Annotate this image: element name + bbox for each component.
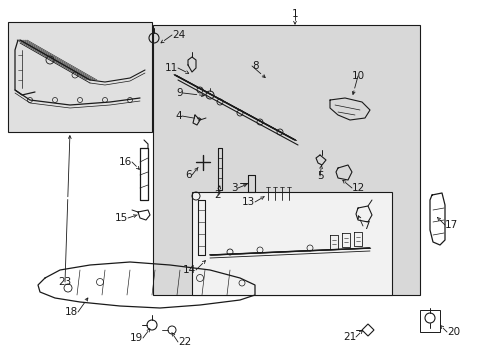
Text: 20: 20	[446, 327, 459, 337]
Text: 23: 23	[58, 277, 71, 287]
Text: 16: 16	[119, 157, 132, 167]
Text: 21: 21	[342, 332, 355, 342]
Text: 8: 8	[251, 61, 258, 71]
Text: 15: 15	[115, 213, 128, 223]
Text: 22: 22	[178, 337, 191, 347]
Text: 5: 5	[316, 171, 323, 181]
Text: 14: 14	[183, 265, 196, 275]
Text: 9: 9	[176, 88, 183, 98]
Text: 10: 10	[351, 71, 364, 81]
Text: 18: 18	[64, 307, 78, 317]
Text: 7: 7	[362, 221, 369, 231]
Text: 1: 1	[291, 9, 298, 19]
Bar	[153, 25, 419, 295]
Text: 17: 17	[444, 220, 457, 230]
Bar	[8, 22, 152, 132]
Text: 12: 12	[351, 183, 365, 193]
Text: 6: 6	[185, 170, 192, 180]
Text: 24: 24	[172, 30, 185, 40]
Bar	[192, 192, 391, 295]
Text: 19: 19	[129, 333, 142, 343]
Text: 2: 2	[214, 190, 221, 200]
Text: 13: 13	[241, 197, 254, 207]
Text: 3: 3	[231, 183, 238, 193]
Bar	[419, 310, 439, 332]
Text: 11: 11	[164, 63, 178, 73]
Text: 4: 4	[175, 111, 182, 121]
